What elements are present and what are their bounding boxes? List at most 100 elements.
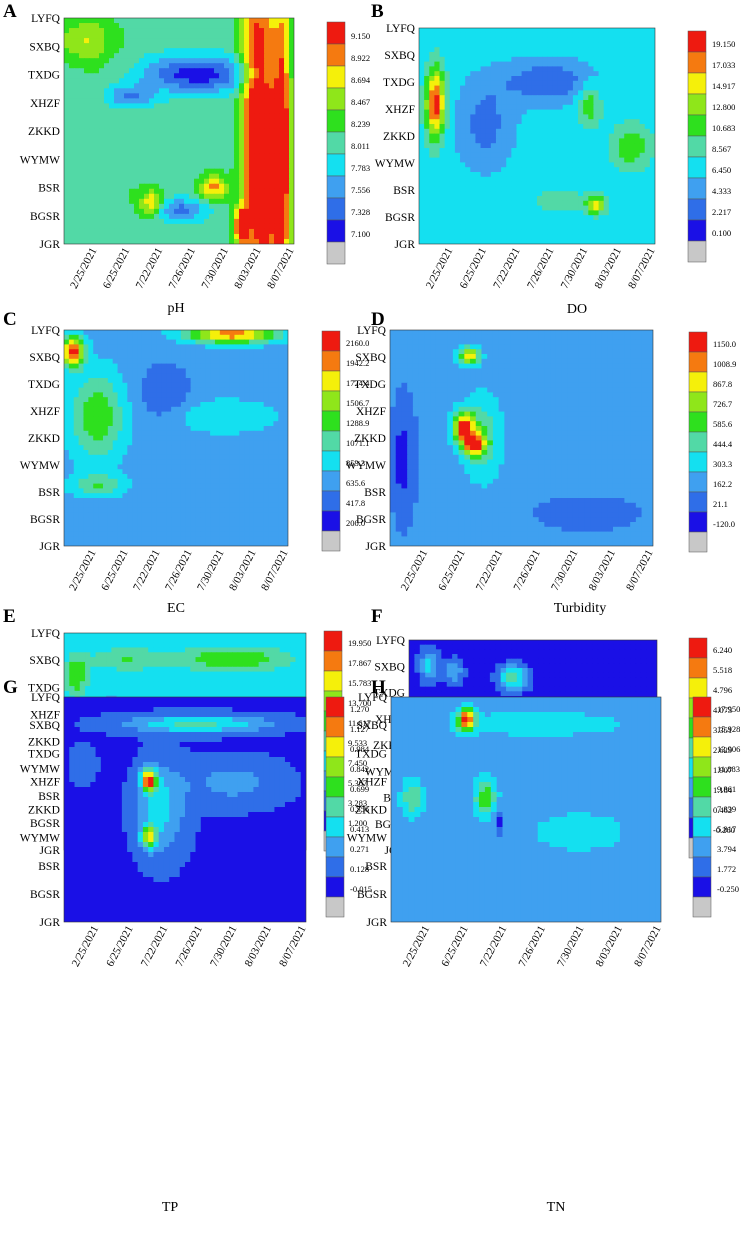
heatmap-cell [253,368,260,374]
heatmap-cell [64,113,70,120]
heatmap-cell [495,162,502,168]
heatmap-cell [470,215,477,221]
heatmap-cell [166,402,172,408]
heatmap-cell [542,234,548,240]
heatmap-cell [279,138,285,145]
heatmap-cell [557,186,564,192]
heatmap-cell [603,172,610,178]
heatmap-cell [99,223,105,230]
heatmap-cell [174,128,180,135]
heatmap-cell [69,233,75,240]
heatmap-cell [526,114,533,120]
heatmap-cell [146,402,153,408]
heatmap-cell [69,148,75,155]
heatmap-cell [219,68,225,74]
heatmap-cell [99,73,105,79]
heatmap-cell [219,228,225,235]
heatmap-cell [219,143,225,150]
heatmap-cell [214,133,220,140]
heatmap-cell [234,358,240,365]
heatmap-cell [141,402,148,408]
heatmap-cell [174,53,180,59]
heatmap-cell [567,162,574,168]
heatmap-cell [526,104,533,111]
heatmap-cell [552,186,559,192]
heatmap-cell [598,28,605,34]
heatmap-cell [629,215,636,221]
heatmap-cell [562,200,569,207]
heatmap-cell [274,133,280,140]
heatmap-cell [603,85,610,91]
heatmap-cell [134,78,140,84]
heatmap-cell [475,104,482,111]
heatmap-cell [141,334,148,341]
heatmap-cell [639,210,646,216]
heatmap-cell [562,128,569,135]
heatmap-cell [501,28,507,34]
heatmap-cell [598,128,605,135]
heatmap-cell [244,173,250,180]
heatmap-cell [249,158,255,165]
heatmap-cell [209,168,215,175]
heatmap-cell [205,363,211,369]
heatmap-cell [144,98,150,104]
heatmap-cell [460,200,466,207]
heatmap-cell [122,354,128,360]
heatmap-cell [434,42,441,48]
heatmap-cell [159,153,165,160]
heatmap-cell [144,18,150,24]
heatmap-cell [184,113,190,120]
heatmap-cell [84,78,90,84]
heatmap-cell [547,220,553,226]
heatmap-cell [268,387,274,393]
heatmap-cell [249,108,255,115]
heatmap-cell [460,205,466,211]
heatmap-cell [195,378,201,384]
heatmap-cell [73,344,80,350]
heatmap-cell [149,183,155,190]
heatmap-cell [629,32,636,39]
heatmap-cell [219,368,226,374]
heatmap-cell [547,32,553,39]
heatmap-cell [567,138,574,144]
heatmap-cell [134,183,140,190]
heatmap-cell [164,218,170,225]
heatmap-cell [624,200,630,207]
heatmap-cell [429,210,435,216]
heatmap-cell [69,223,75,230]
heatmap-cell [199,143,205,150]
heatmap-cell [194,23,200,29]
heatmap-cell [501,85,507,91]
heatmap-cell [588,220,595,226]
heatmap-cell [189,88,195,94]
heatmap-cell [112,358,119,365]
heatmap-cell [419,143,425,149]
heatmap-cell [114,133,120,140]
heatmap-cell [194,48,200,54]
heatmap-cell [74,178,80,185]
heatmap-cell [634,124,641,130]
heatmap-cell [429,76,435,82]
heatmap-cell [583,95,589,101]
heatmap-cell [149,223,155,230]
heatmap-cell [542,215,548,221]
heatmap-cell [419,71,425,77]
heatmap-cell [64,406,70,413]
heatmap-cell [289,98,294,104]
heatmap-cell [552,85,559,91]
heatmap-cell [542,114,548,120]
heatmap-cell [449,157,456,163]
heatmap-cell [199,203,205,210]
heatmap-cell [603,109,610,115]
heatmap-cell [119,23,125,29]
heatmap-cell [159,128,165,135]
heatmap-cell [159,228,165,235]
heatmap-cell [475,109,482,115]
heatmap-cell [134,93,140,99]
heatmap-cell [511,186,518,192]
heatmap-cell [439,133,446,139]
heatmap-cell [189,233,195,240]
heatmap-cell [151,387,158,393]
heatmap-cell [184,118,190,125]
heatmap-cell [649,167,655,173]
